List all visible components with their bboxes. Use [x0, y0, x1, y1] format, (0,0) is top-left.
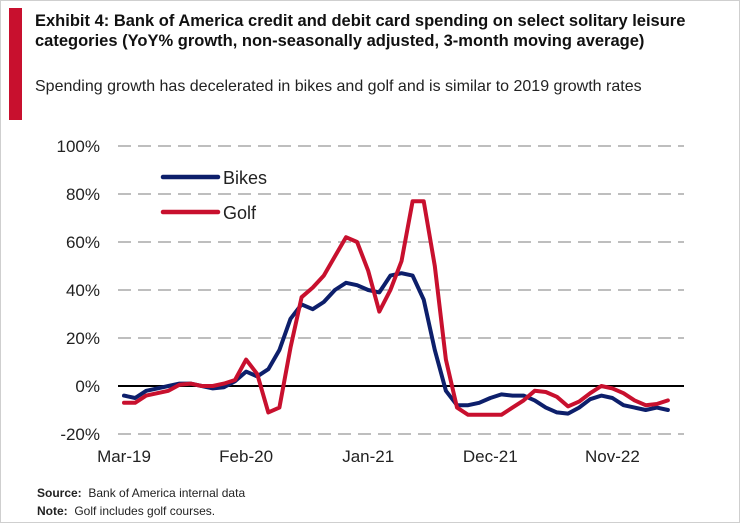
series-line-bikes — [122, 271, 670, 416]
y-tick-label: 60% — [66, 233, 100, 252]
chart-title: Exhibit 4: Bank of America credit and de… — [35, 12, 686, 50]
y-tick-label: 40% — [66, 281, 100, 300]
x-tick-label: Nov-22 — [585, 447, 640, 466]
x-tick-label: Jan-21 — [342, 447, 394, 466]
series-line-golf — [122, 199, 670, 417]
source-text: Bank of America internal data — [88, 486, 246, 500]
y-tick-label: 80% — [66, 185, 100, 204]
note-text: Golf includes golf courses. — [74, 504, 216, 518]
y-tick-label: -20% — [60, 425, 100, 444]
x-tick-label: Feb-20 — [219, 447, 273, 466]
y-tick-label: 20% — [66, 329, 100, 348]
x-tick-label: Mar-19 — [97, 447, 151, 466]
note-line: Note: Golf includes golf courses. — [37, 504, 215, 518]
x-tick-label: Dec-21 — [463, 447, 518, 466]
legend-label-golf: Golf — [223, 203, 257, 223]
y-tick-label: 100% — [57, 137, 100, 156]
chart-subtitle: Spending growth has decelerated in bikes… — [35, 78, 642, 95]
note-label: Note: — [37, 504, 68, 518]
accent-bar — [9, 8, 22, 120]
source-line: Source: Bank of America internal data — [37, 486, 245, 500]
legend-label-bikes: Bikes — [223, 168, 267, 188]
source-label: Source: — [37, 486, 82, 500]
y-tick-label: 0% — [75, 377, 100, 396]
